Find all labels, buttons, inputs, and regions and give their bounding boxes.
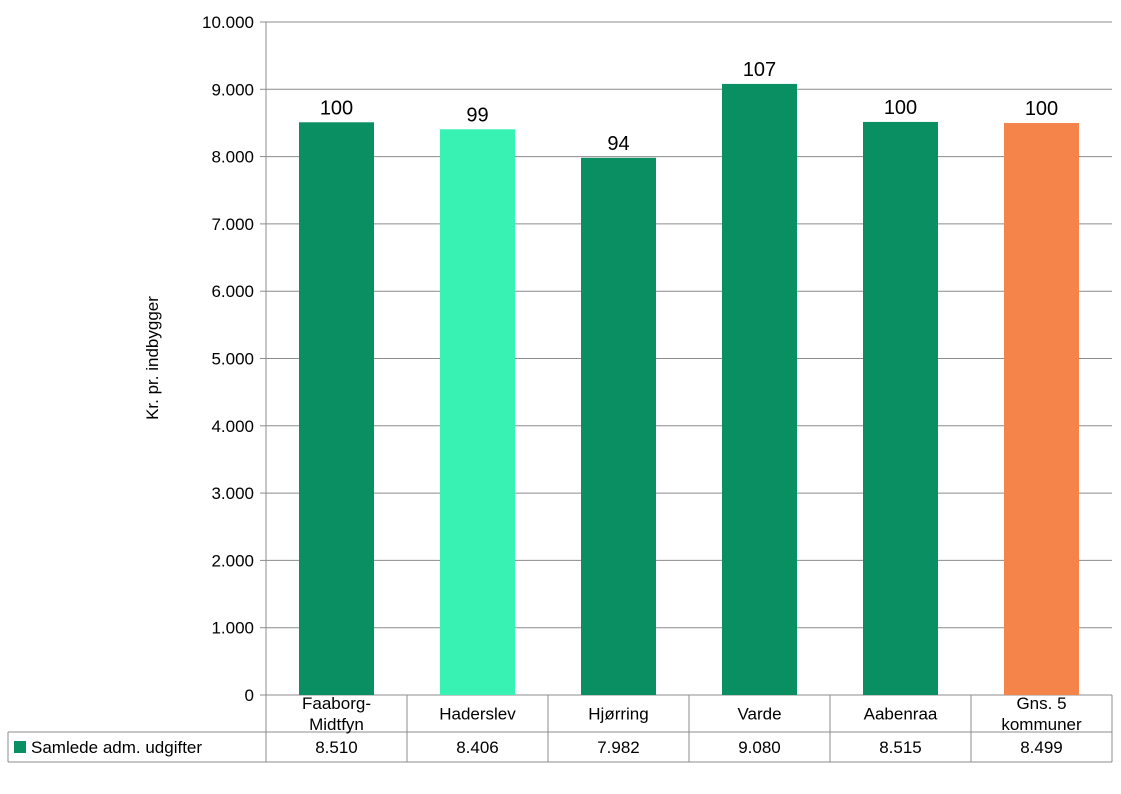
bars: [299, 83, 1079, 696]
x-tick-label: Aabenraa: [864, 705, 938, 724]
table-value: 8.510: [315, 738, 358, 757]
y-axis-title: Kr. pr. indbygger: [143, 296, 162, 420]
data-label: 107: [743, 59, 776, 81]
axes: 0 1.000 2.000 3.000 4.000 5.000 6.000 7.000 8.00…: [202, 13, 1112, 705]
y-tick-label: 7.000: [211, 215, 254, 234]
x-tick-label: Haderslev: [439, 705, 516, 724]
x-tick-label-line: Hjørring: [588, 705, 648, 724]
x-tick-label-line: Varde: [737, 705, 781, 724]
data-label: 99: [466, 104, 488, 126]
table-value: 8.499: [1020, 738, 1063, 757]
y-tick-label: 5.000: [211, 350, 254, 369]
bar: [722, 83, 797, 695]
y-tick-label: 6.000: [211, 282, 254, 301]
x-tick-label: Varde: [737, 705, 781, 724]
data-labels: 100 99 94 107 100 100: [320, 59, 1058, 155]
table-value: 8.515: [879, 738, 922, 757]
x-tick-label-line: Midtfyn: [309, 715, 364, 734]
x-tick-label-line: kommuner: [1001, 715, 1082, 734]
table-value: 9.080: [738, 738, 781, 757]
x-tick-label-line: Haderslev: [439, 705, 516, 724]
y-tick-label: 10.000: [202, 13, 254, 32]
y-tick-label: 8.000: [211, 148, 254, 167]
bar: [440, 129, 515, 696]
x-tick-label: Faaborg- Midtfyn: [302, 694, 371, 734]
bar: [1004, 123, 1079, 695]
data-label: 100: [320, 97, 353, 119]
bar: [299, 122, 374, 696]
data-label: 100: [1025, 98, 1058, 120]
y-tick-label: 2.000: [211, 551, 254, 570]
legend-key: [14, 741, 26, 753]
y-tick-label: 0: [245, 686, 254, 705]
x-tick-label: Gns. 5 kommuner: [1001, 694, 1082, 734]
x-tick-label-line: Gns. 5: [1016, 694, 1066, 713]
y-tick-label: 3.000: [211, 484, 254, 503]
data-label: 94: [607, 133, 629, 155]
legend-label: Samlede adm. udgifter: [31, 738, 202, 757]
y-tick-label: 1.000: [211, 619, 254, 638]
x-tick-label-line: Faaborg-: [302, 694, 371, 713]
data-label: 100: [884, 97, 917, 119]
y-tick-label: 9.000: [211, 80, 254, 99]
bar: [863, 121, 938, 696]
table-value: 7.982: [597, 738, 640, 757]
x-tick-label-line: Aabenraa: [864, 705, 938, 724]
y-tick-label: 4.000: [211, 417, 254, 436]
x-tick-label: Hjørring: [588, 705, 648, 724]
bar: [581, 157, 656, 695]
table-value: 8.406: [456, 738, 499, 757]
data-table: Faaborg- Midtfyn Haderslev Hjørring Varde Aab…: [7, 694, 1113, 763]
gridlines: [266, 21, 1112, 629]
